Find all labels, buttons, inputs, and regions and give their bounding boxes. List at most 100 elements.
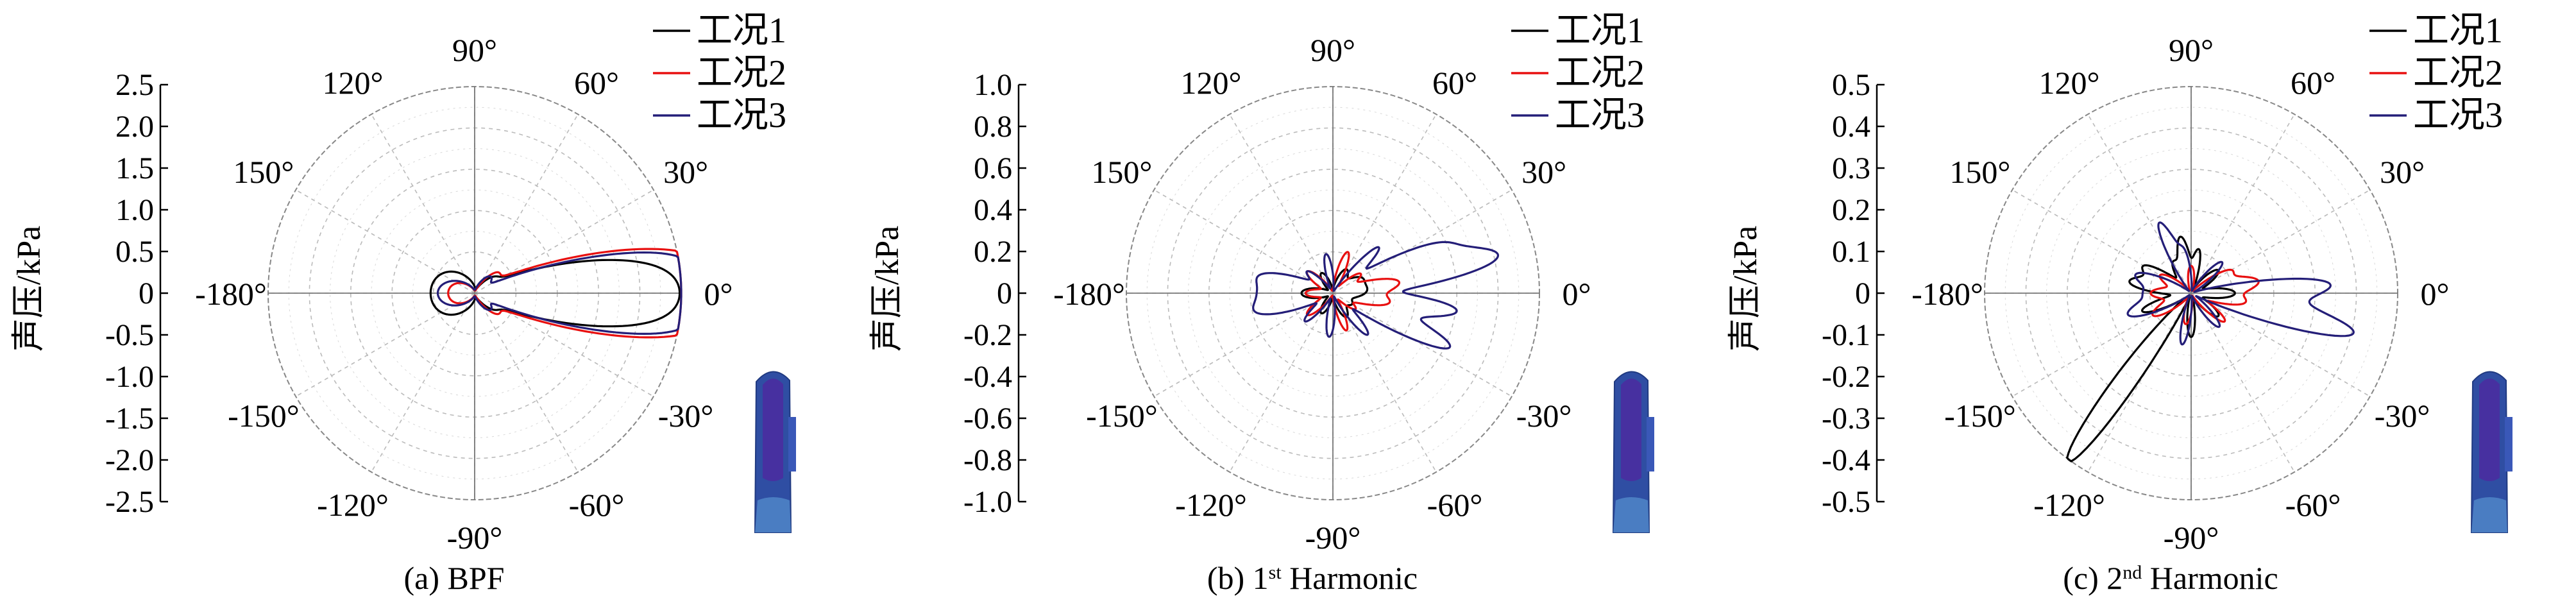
polar-grid xyxy=(1126,86,1540,500)
grid-spoke xyxy=(1332,293,1513,397)
y-tick-label: -1.5 xyxy=(105,402,154,436)
angle-labels: 0° 30° 60° 90° 120° 150° -180° -150° -120° -90° -6… xyxy=(195,32,733,556)
panel-caption: (a) BPF xyxy=(404,560,505,596)
angle-label: -30° xyxy=(1516,398,1572,434)
angle-labels: 0° 30° 60° 90° 120° 150° -180° -150° -120° -90° -6… xyxy=(1053,32,1591,556)
angle-label: 120° xyxy=(1181,65,1242,101)
y-tick-label: 1.0 xyxy=(115,193,154,227)
y-tick-label: 0 xyxy=(1855,276,1870,310)
series-curve xyxy=(1300,268,1369,318)
series-curve xyxy=(436,251,682,335)
grid-spoke xyxy=(474,293,579,473)
angle-label: 30° xyxy=(663,154,708,190)
y-tick-label: -0.5 xyxy=(105,318,154,352)
angle-label: -60° xyxy=(2285,487,2341,523)
legend-label: 工况2 xyxy=(1555,53,1645,93)
grid-spoke xyxy=(474,114,579,294)
y-tick-label: -0.6 xyxy=(963,402,1012,436)
legend-label: 工况3 xyxy=(2413,96,2503,135)
legend-label: 工况2 xyxy=(697,53,786,93)
y-tick-label: -0.4 xyxy=(963,360,1012,394)
angle-label: -30° xyxy=(658,398,714,434)
y-tick-label: -0.3 xyxy=(1822,402,1870,436)
angle-label: -90° xyxy=(2164,520,2219,556)
series-curves xyxy=(429,248,682,339)
angle-label: 0° xyxy=(2421,276,2450,312)
angle-label: 60° xyxy=(2291,65,2335,101)
angle-label: -150° xyxy=(1086,398,1158,434)
y-tick-label: 0.4 xyxy=(974,193,1012,227)
grid-spoke xyxy=(1229,293,1334,473)
y-tick-label: 0.5 xyxy=(115,235,154,269)
y-tick-label: 0.2 xyxy=(1832,193,1870,227)
y-tick-label: -0.5 xyxy=(1822,485,1870,519)
legend-label: 工况3 xyxy=(1555,96,1645,135)
angle-label: -120° xyxy=(317,487,389,523)
y-tick-label: 0 xyxy=(139,276,154,310)
y-tick-label: 0.4 xyxy=(1832,110,1870,144)
angle-label: 150° xyxy=(1091,154,1152,190)
angle-label: -180° xyxy=(1911,276,1983,312)
series-curve xyxy=(2126,221,2355,346)
angle-label: 0° xyxy=(1563,276,1591,312)
y-tick-label: -0.2 xyxy=(1822,360,1870,394)
panel-1st-harmonic: 声压/kPa 1.0 0.8 0.6 0.4 0.2 0 -0.2 -0.4 -0.6 -0.8 -… xyxy=(869,11,1654,596)
rotor-model-icon xyxy=(1612,371,1654,533)
angle-label: 90° xyxy=(1310,32,1355,68)
y-tick-label: -0.2 xyxy=(963,318,1012,352)
angle-label: 90° xyxy=(2169,32,2214,68)
rotor-model-icon xyxy=(2470,371,2512,533)
angle-label: 90° xyxy=(452,32,497,68)
series-curves xyxy=(1252,241,1500,350)
legend-label: 工况1 xyxy=(697,11,786,51)
legend-label: 工况2 xyxy=(2413,53,2503,93)
panel-bpf: 声压/kPa 2.5 2.0 1.5 1.0 0.5 0 -0.5 -1.0 -1.5 -2.0 -… xyxy=(11,11,796,596)
y-tick-label: 0.5 xyxy=(1832,68,1870,102)
grid-spoke xyxy=(1332,114,1437,294)
y-axis-label: 声压/kPa xyxy=(1727,226,1764,352)
y-tick-label: 1.5 xyxy=(115,151,154,185)
polar-grid xyxy=(1984,86,2398,500)
angle-label: 30° xyxy=(2380,154,2425,190)
angle-labels: 0° 30° 60° 90° 120° 150° -180° -150° -120° -90° -6… xyxy=(1911,32,2449,556)
y-axis-label: 声压/kPa xyxy=(869,226,906,352)
grid-spoke xyxy=(295,189,475,294)
angle-label: 60° xyxy=(574,65,619,101)
angle-label: 60° xyxy=(1432,65,1477,101)
rotor-hub-shape xyxy=(1647,417,1654,471)
legend-label: 工况1 xyxy=(1555,11,1645,51)
grid-spoke xyxy=(371,114,475,294)
y-tick-label: 0 xyxy=(997,276,1012,310)
grid-spoke xyxy=(2087,114,2192,294)
series-curve xyxy=(1304,251,1401,332)
angle-label: -180° xyxy=(1053,276,1125,312)
angle-label: 150° xyxy=(233,154,294,190)
y-axis: 2.5 2.0 1.5 1.0 0.5 0 -0.5 -1.0 -1.5 -2.0 -2.5 xyxy=(105,68,168,519)
grid-spoke xyxy=(2190,293,2371,397)
angle-label: -120° xyxy=(2033,487,2105,523)
legend-label: 工况1 xyxy=(2413,11,2503,51)
angle-label: -180° xyxy=(195,276,267,312)
y-tick-label: 0.3 xyxy=(1832,151,1870,185)
legend-label: 工况3 xyxy=(697,96,786,135)
y-tick-label: 2.5 xyxy=(115,68,154,102)
y-tick-label: -0.1 xyxy=(1822,318,1870,352)
polar-grid xyxy=(267,86,682,500)
y-axis-label: 声压/kPa xyxy=(11,226,47,352)
angle-label: -150° xyxy=(228,398,300,434)
series-curves xyxy=(2066,221,2355,463)
y-tick-label: -1.0 xyxy=(963,485,1012,519)
grid-spoke xyxy=(2012,189,2192,294)
grid-spoke xyxy=(1332,189,1513,294)
grid-spoke xyxy=(1332,293,1437,473)
series-curve xyxy=(1252,241,1500,350)
y-tick-label: -2.0 xyxy=(105,443,154,477)
y-tick-label: 0.2 xyxy=(974,235,1012,269)
angle-label: 30° xyxy=(1521,154,1566,190)
y-tick-label: 1.0 xyxy=(974,68,1012,102)
grid-spoke xyxy=(2190,293,2295,473)
